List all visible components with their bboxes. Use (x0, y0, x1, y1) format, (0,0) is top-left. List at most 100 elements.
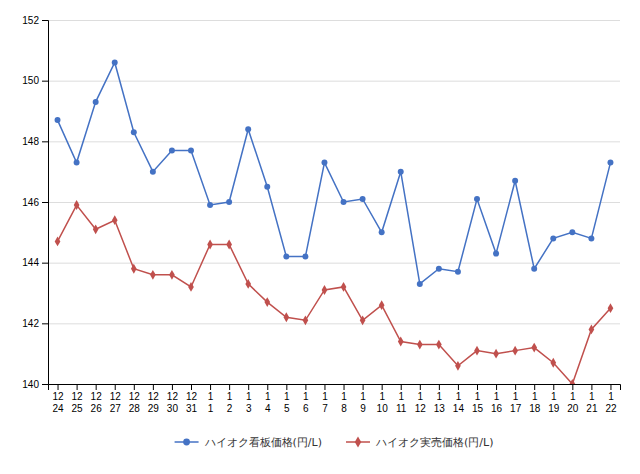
x-tick-label: 1 (284, 391, 290, 402)
y-tick-label: 140 (22, 379, 39, 390)
x-tick-label: 11 (396, 403, 407, 414)
y-tick-mark (42, 323, 48, 324)
x-tick-label: 1 (360, 391, 366, 402)
x-tick-label: 13 (434, 403, 446, 414)
x-tick-mark (115, 384, 116, 390)
series-marker (226, 199, 232, 205)
x-tick-label: 1 (608, 391, 614, 402)
grid-line (48, 323, 620, 324)
series-marker (322, 285, 328, 295)
series-marker (379, 229, 385, 235)
x-tick-label: 25 (72, 403, 84, 414)
series-marker (398, 337, 404, 347)
x-tick: 1230 (167, 384, 179, 414)
x-tick-label: 1 (208, 403, 214, 414)
series-marker (436, 266, 442, 272)
series-marker (588, 235, 594, 241)
x-tick: 121 (586, 384, 598, 414)
y-tick-mark (42, 81, 48, 82)
series-marker (55, 117, 61, 123)
x-tick-label: 1 (341, 391, 347, 402)
x-tick: 11 (208, 384, 214, 414)
x-tick-label: 15 (472, 403, 484, 414)
marks (55, 59, 614, 384)
x-tick-label: 4 (265, 403, 271, 414)
x-tick: 117 (510, 384, 522, 414)
x-tick-label: 12 (129, 391, 141, 402)
x-tick-label: 8 (341, 403, 347, 414)
grid-tick (48, 81, 620, 82)
series-marker (531, 343, 537, 353)
y-tick: 142 (22, 318, 48, 329)
x-axis: 1224122512261227122812291230123111121314… (49, 384, 621, 414)
series-marker (55, 237, 61, 247)
series-marker (360, 315, 366, 325)
x-tick: 1224 (52, 384, 64, 414)
grid-line (48, 20, 620, 21)
x-tick-label: 12 (72, 391, 84, 402)
grid-line (48, 141, 620, 142)
x-tick-label: 22 (605, 403, 617, 414)
x-tick-label: 12 (167, 391, 179, 402)
grid (48, 21, 620, 385)
x-tick-label: 16 (491, 403, 503, 414)
y-axis-line (42, 21, 49, 385)
y-tick-mark (42, 20, 48, 21)
series-marker (512, 178, 518, 184)
x-tick-label: 27 (110, 403, 122, 414)
x-tick-mark (401, 384, 402, 390)
series-marker (74, 160, 80, 166)
x-tick-label: 12 (52, 391, 64, 402)
series-marker (131, 264, 137, 274)
x-tick: 18 (341, 384, 347, 414)
series-marker (283, 312, 289, 322)
series-marker (512, 346, 518, 356)
x-tick-mark (572, 384, 573, 390)
x-tick: 1231 (186, 384, 198, 414)
series-marker (455, 269, 461, 275)
x-tick-mark (477, 384, 478, 390)
x-tick-mark (458, 384, 459, 390)
x-tick: 17 (322, 384, 328, 414)
y-tick-label: 152 (22, 15, 39, 26)
x-tick: 119 (548, 384, 560, 414)
y-tick-label: 150 (22, 75, 39, 86)
x-tick-mark (58, 384, 59, 390)
x-tick-label: 1 (246, 391, 252, 402)
series-marker (493, 349, 499, 359)
series-marker (398, 169, 404, 175)
series-marker (150, 270, 156, 280)
legend-marker (355, 436, 361, 447)
series-marker (245, 279, 251, 289)
x-tick-mark (248, 384, 249, 390)
x-tick-mark (286, 384, 287, 390)
series-marker (74, 200, 80, 210)
x-tick-label: 28 (129, 403, 141, 414)
x-tick: 120 (567, 384, 579, 414)
x-tick-label: 1 (303, 391, 309, 402)
legend-label: ハイオク看板価格(円/L) (204, 436, 322, 449)
series-marker (417, 281, 423, 287)
plot: 1401421441461481501521224122512261227122… (22, 15, 620, 414)
series-marker (303, 315, 309, 325)
x-tick: 13 (246, 384, 252, 414)
x-tick-label: 29 (148, 403, 160, 414)
x-tick-label: 1 (322, 391, 328, 402)
series-marker (169, 270, 175, 280)
series-marker (169, 147, 175, 153)
x-tick-mark (610, 384, 611, 390)
x-tick: 114 (453, 384, 465, 414)
x-tick-label: 1 (227, 391, 233, 402)
x-tick-label: 9 (360, 403, 366, 414)
x-tick-label: 10 (377, 403, 389, 414)
x-tick-label: 17 (510, 403, 522, 414)
grid-tick (48, 263, 620, 264)
x-tick-mark (324, 384, 325, 390)
y-tick-label: 148 (22, 136, 39, 147)
series-marker (569, 379, 575, 384)
series-marker (607, 160, 613, 166)
y-tick: 146 (22, 197, 48, 208)
x-tick-mark (153, 384, 154, 390)
x-tick-label: 3 (246, 403, 252, 414)
x-tick: 15 (284, 384, 290, 414)
